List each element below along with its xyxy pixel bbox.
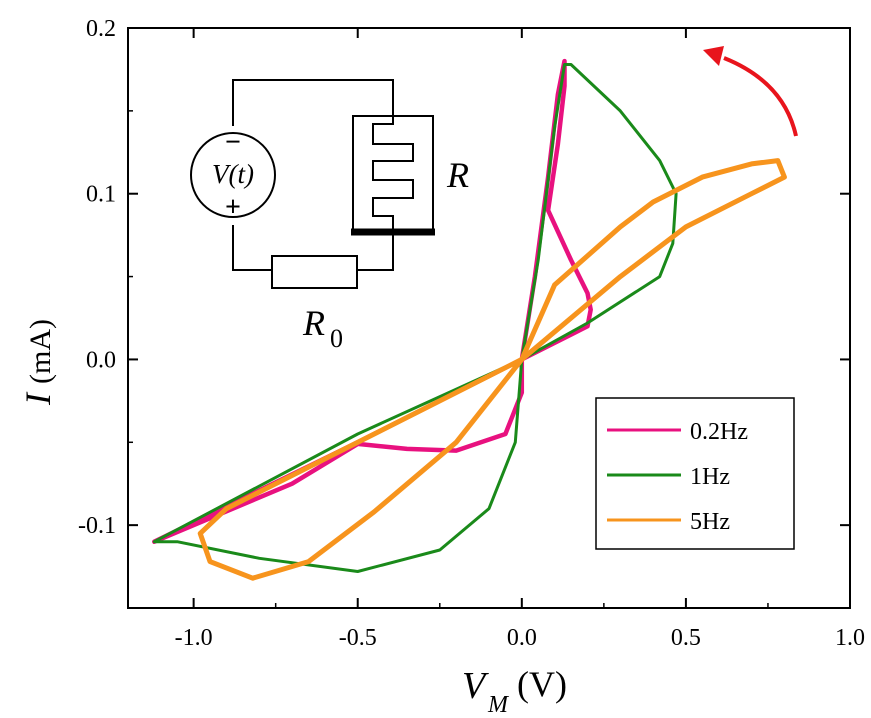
legend-label: 0.2Hz xyxy=(690,419,748,445)
circuit-wire xyxy=(357,232,394,271)
device-label: R xyxy=(446,155,469,195)
x-axis-title-subscript: M xyxy=(487,692,510,718)
legend: 0.2Hz 1Hz 5Hz xyxy=(595,397,795,550)
x-tick-label: -0.5 xyxy=(339,625,377,651)
y-axis-title: I (mA) xyxy=(18,319,58,406)
x-axis-title-symbol: V xyxy=(462,665,489,707)
circuit-wire xyxy=(232,79,394,126)
x-axis-title-unit: (V) xyxy=(517,664,567,704)
source-plus-sign: + xyxy=(225,192,241,223)
source-label: V(t) xyxy=(212,159,254,189)
series-layer xyxy=(152,58,787,581)
x-tick-label: -1.0 xyxy=(175,625,213,651)
y-tick-label: 0.0 xyxy=(86,347,116,373)
legend-label: 5Hz xyxy=(690,509,730,535)
source-minus-sign: − xyxy=(225,127,241,158)
plot-frame xyxy=(127,27,851,609)
x-tick-label: 0.5 xyxy=(671,625,701,651)
circuit-inset: V(t) − + R R 0 xyxy=(190,79,469,353)
y-axis-symbol: I xyxy=(18,391,58,406)
resistor-subscript: 0 xyxy=(330,324,343,353)
series-line-1Hz xyxy=(152,63,678,573)
circuit-wire xyxy=(232,225,272,271)
resistor-r0-icon xyxy=(271,255,358,289)
x-tick-label: 0.0 xyxy=(507,625,537,651)
y-tick-label: 0.1 xyxy=(86,182,116,208)
memristor-device-icon xyxy=(352,115,434,233)
legend-label: 1Hz xyxy=(690,464,730,490)
y-axis-unit: (mA) xyxy=(24,319,57,384)
x-tick-label: 1.0 xyxy=(835,625,865,651)
resistor-label: R xyxy=(302,303,325,343)
series-line-5Hz xyxy=(197,158,787,581)
y-tick-label: 0.2 xyxy=(86,16,116,42)
direction-arrow-icon xyxy=(703,46,798,137)
y-tick-label: -0.1 xyxy=(78,513,116,539)
meander-electrode-icon xyxy=(372,116,414,232)
voltage-source-icon xyxy=(190,132,276,218)
